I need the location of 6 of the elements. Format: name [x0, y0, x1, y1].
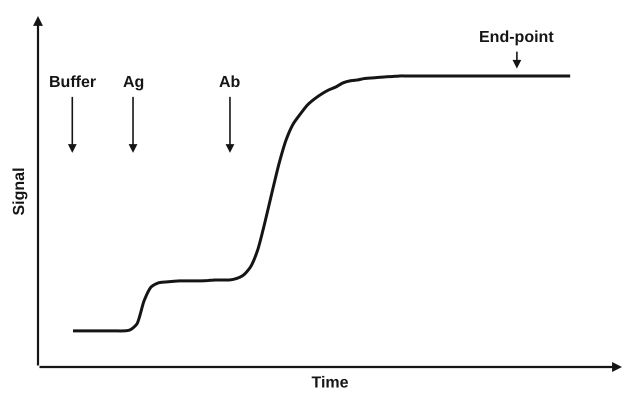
annotation: Buffer	[49, 74, 96, 91]
x-axis-title: Time	[311, 374, 349, 392]
annotation: Ag	[123, 74, 144, 91]
text: End-point	[479, 29, 554, 46]
y-axis-title: Signal	[10, 167, 28, 216]
annotation: Ab	[219, 74, 241, 91]
